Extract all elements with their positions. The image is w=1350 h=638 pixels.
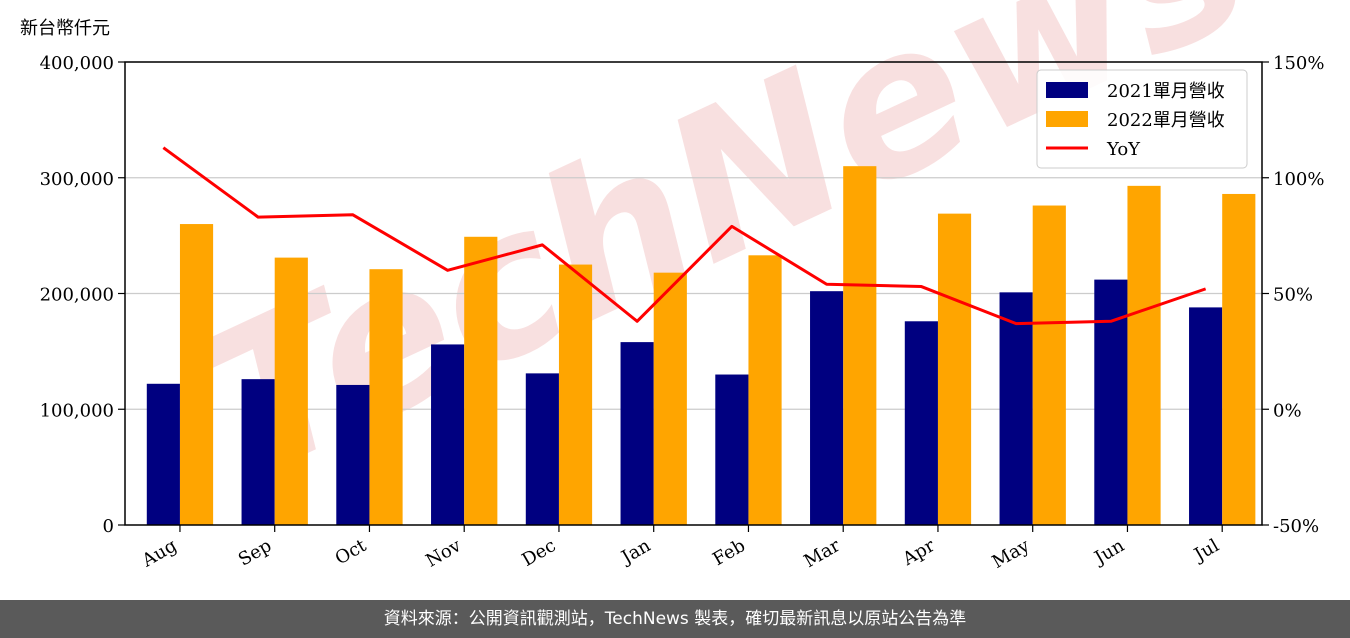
right-tick-label: 100% — [1273, 169, 1324, 190]
right-tick-label: 150% — [1273, 53, 1324, 74]
bar-2022-sep — [274, 257, 308, 525]
bar-2021-may — [999, 292, 1033, 525]
legend-label: 2021單月營收 — [1107, 81, 1225, 102]
x-tick-label-jun: Jun — [1089, 535, 1128, 570]
bar-2022-jan — [653, 272, 687, 525]
legend: 2021單月營收 2022單月營收 YoY — [1036, 69, 1248, 169]
bar-2021-dec — [525, 373, 559, 525]
x-tick-label-jan: Jan — [616, 535, 654, 569]
legend-swatch — [1046, 82, 1088, 98]
bar-2021-mar — [810, 291, 844, 525]
x-tick-label-dec: Dec — [518, 535, 559, 571]
bar-2022-nov — [464, 236, 498, 525]
bar-2021-jul — [1189, 307, 1223, 525]
bar-2022-may — [1032, 205, 1066, 525]
yoy-line — [162, 146, 1207, 326]
bar-2022-feb — [748, 255, 782, 526]
x-tick-label-mar: Mar — [800, 535, 844, 572]
bar-2022-mar — [843, 166, 877, 526]
x-tick-label-nov: Nov — [422, 535, 465, 572]
bar-2022-apr — [937, 213, 972, 525]
bar-2021-jan — [620, 342, 654, 525]
bar-2022-aug — [179, 224, 214, 526]
left-tick-label: 200,000 — [40, 285, 114, 306]
bar-2021-oct — [336, 384, 370, 525]
legend-label: 2022單月營收 — [1107, 110, 1225, 131]
bar-2021-feb — [715, 374, 749, 525]
revenue-chart: TechNews 0100,000200,000300,000400,000-5… — [20, 0, 1324, 573]
footer-source-note: 資料來源：公開資訊觀測站，TechNews 製表，確切最新訊息以原站公告為準 — [0, 600, 1350, 638]
bar-2022-jul — [1222, 193, 1256, 525]
x-tick-label-apr: Apr — [898, 535, 938, 570]
legend-swatch — [1046, 111, 1088, 127]
yoy-line-group — [162, 146, 1207, 326]
bar-2021-sep — [241, 379, 275, 525]
x-tick-label-aug: Aug — [138, 535, 181, 572]
x-tick-label-oct: Oct — [332, 535, 371, 570]
left-tick-label: 300,000 — [40, 169, 114, 190]
left-tick-label: 400,000 — [40, 53, 114, 74]
bar-2021-aug — [146, 383, 180, 525]
x-tick-label-may: May — [989, 535, 1034, 573]
legend-box — [1036, 69, 1248, 169]
unit-label: 新台幣仟元 — [20, 18, 110, 39]
bar-2021-nov — [431, 344, 465, 525]
bar-2021-apr — [904, 321, 938, 525]
legend-label: YoY — [1106, 139, 1141, 160]
right-tick-label: -50% — [1273, 516, 1319, 537]
bar-2022-jun — [1127, 185, 1161, 526]
bar-2022-oct — [369, 269, 403, 525]
bar-2022-dec — [558, 264, 593, 525]
x-tick-label-feb: Feb — [709, 535, 749, 570]
left-tick-label: 100,000 — [40, 400, 114, 421]
x-tick-label-jul: Jul — [1189, 535, 1223, 567]
x-tick-label-sep: Sep — [235, 535, 275, 570]
left-tick-label: 0 — [103, 516, 114, 537]
bars — [146, 166, 1256, 526]
right-tick-label: 50% — [1273, 285, 1313, 306]
right-tick-label: 0% — [1273, 400, 1302, 421]
